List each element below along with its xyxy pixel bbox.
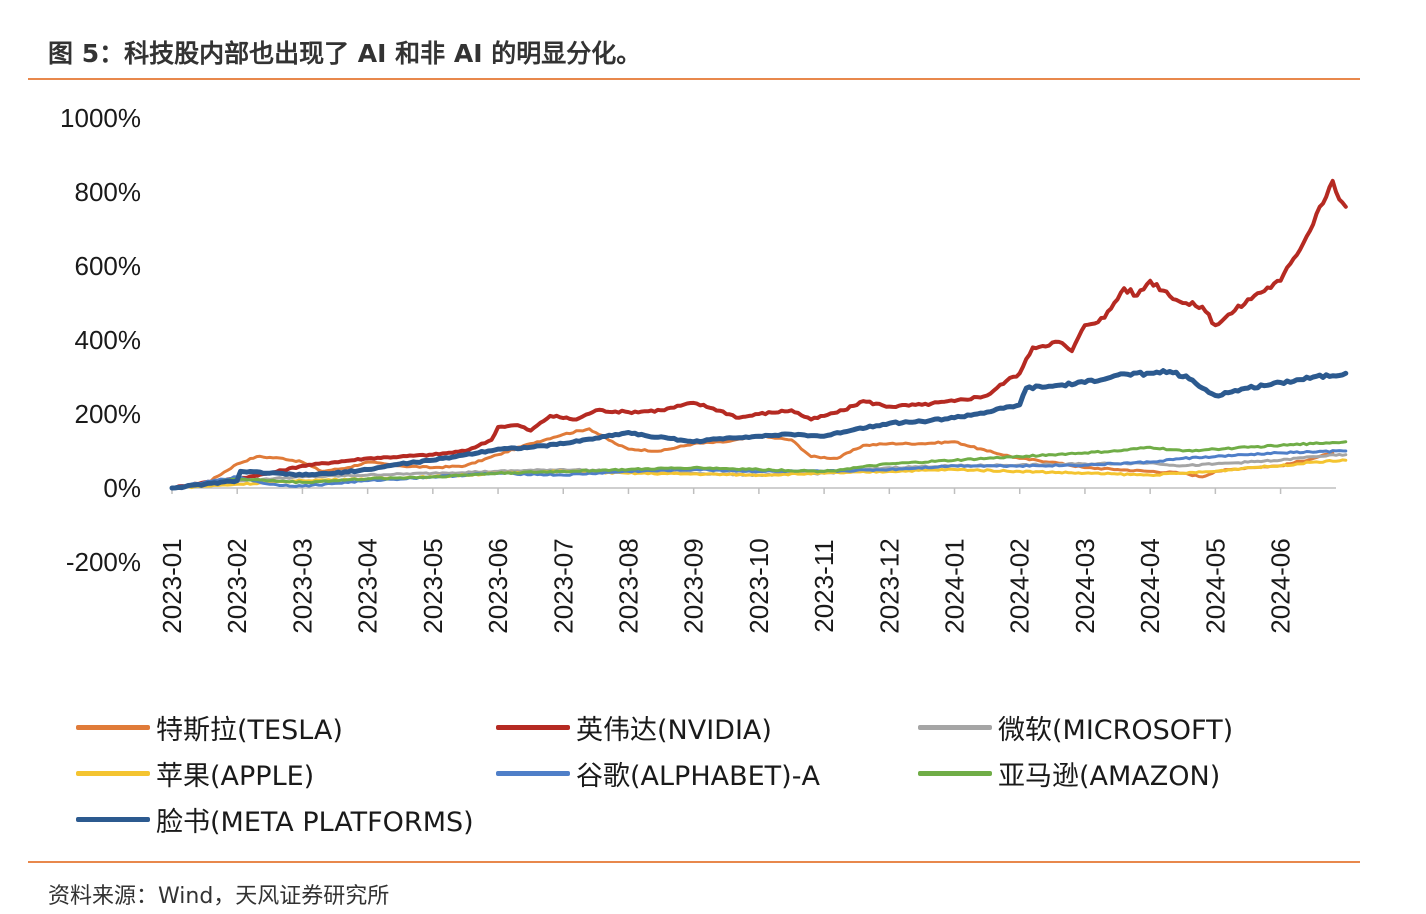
x-tick-label: 2024-04 <box>1135 538 1165 633</box>
legend-swatch <box>918 771 992 776</box>
legend-item: 苹果(APPLE) <box>76 754 314 793</box>
legend-swatch <box>496 725 570 730</box>
x-tick-label: 2024-01 <box>940 538 970 633</box>
y-tick-label: 400% <box>75 325 142 355</box>
x-tick-label: 2024-05 <box>1200 538 1230 633</box>
legend-item: 亚马逊(AMAZON) <box>918 754 1220 793</box>
source-note: 资料来源：Wind，天风证券研究所 <box>48 884 390 909</box>
x-tick-label: 2023-01 <box>157 538 187 633</box>
x-tick-label: 2023-12 <box>874 538 904 633</box>
x-tick-label: 2023-10 <box>744 538 774 633</box>
x-tick-label: 2023-09 <box>679 538 709 633</box>
y-tick-label: 600% <box>75 251 142 281</box>
legend-item: 特斯拉(TESLA) <box>76 708 343 747</box>
series-line <box>170 178 1348 490</box>
legend-item: 脸书(META PLATFORMS) <box>76 800 474 839</box>
y-tick-label: 1000% <box>60 103 141 133</box>
legend-item: 微软(MICROSOFT) <box>918 708 1233 747</box>
legend-swatch <box>76 725 150 730</box>
legend-label: 脸书(META PLATFORMS) <box>156 807 474 838</box>
series-line <box>169 368 1349 491</box>
chart-legend: 特斯拉(TESLA) 英伟达(NVIDIA) 微软(MICROSOFT) 苹果(APP… <box>76 702 1336 842</box>
line-chart: -200% 0% 200% 400% 600% 800% 1000% 2023-01 2023-… <box>60 103 1349 634</box>
x-tick-label: 2023-07 <box>548 538 578 633</box>
legend-swatch <box>76 771 150 776</box>
x-tick-label: 2023-04 <box>353 538 383 633</box>
title-divider <box>28 78 1360 80</box>
y-tick-label: 0% <box>103 473 141 503</box>
legend-label: 微软(MICROSOFT) <box>998 715 1234 746</box>
x-tick-label: 2024-06 <box>1266 538 1296 633</box>
legend-swatch <box>76 817 150 822</box>
x-tick-label: 2023-06 <box>483 538 513 633</box>
x-tick-label: 2024-03 <box>1070 538 1100 633</box>
legend-item: 谷歌(ALPHABET)-A <box>496 754 820 793</box>
legend-label: 苹果(APPLE) <box>156 761 315 792</box>
x-tick-label: 2023-11 <box>809 539 839 633</box>
x-tick-label: 2023-05 <box>418 538 448 633</box>
footer-divider <box>28 861 1360 863</box>
y-tick-label: -200% <box>66 547 141 577</box>
x-tick-label: 2023-03 <box>287 538 317 633</box>
series-line <box>170 449 1348 490</box>
legend-item: 英伟达(NVIDIA) <box>496 708 772 747</box>
legend-swatch <box>918 725 992 730</box>
legend-label: 英伟达(NVIDIA) <box>576 715 772 746</box>
x-tick-label: 2024-02 <box>1005 538 1035 633</box>
chart-title: 图 5：科技股内部也出现了 AI 和非 AI 的明显分化。 <box>48 39 642 68</box>
series-line <box>170 440 1348 490</box>
legend-label: 特斯拉(TESLA) <box>156 715 343 746</box>
legend-swatch <box>496 771 570 776</box>
x-tick-label: 2023-02 <box>222 538 252 633</box>
legend-label: 亚马逊(AMAZON) <box>998 761 1221 792</box>
y-tick-label: 800% <box>75 177 142 207</box>
legend-label: 谷歌(ALPHABET)-A <box>576 761 820 792</box>
y-tick-label: 200% <box>75 399 142 429</box>
x-tick-label: 2023-08 <box>613 538 643 633</box>
